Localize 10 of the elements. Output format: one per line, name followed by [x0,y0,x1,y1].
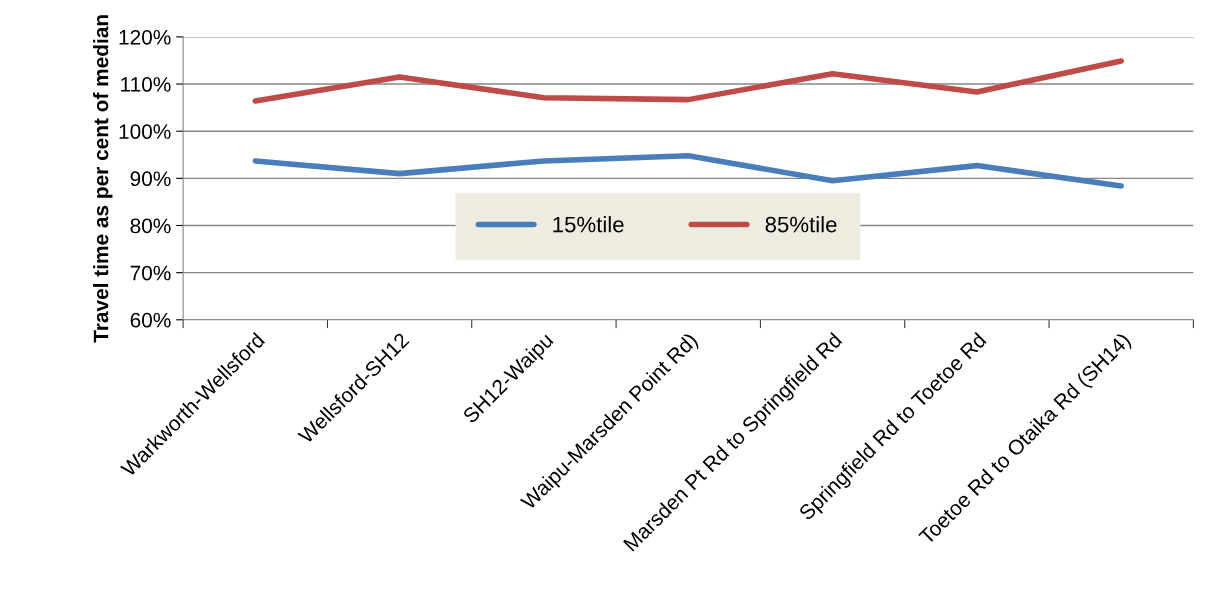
legend-label: 85%tile [765,216,837,233]
legend-label: 15%tile [553,216,624,233]
y-tick-label: 110% [121,77,171,92]
y-tick-label: 80% [130,218,171,234]
y-tick-label: 120% [119,29,171,45]
y-tick-label: 90% [130,171,171,187]
y-tick-label: 60% [130,312,171,328]
y-tick-label: 100% [119,124,171,139]
y-axis-title: Travel time as per cent of median [93,15,113,343]
y-tick-label: 70% [130,265,171,281]
